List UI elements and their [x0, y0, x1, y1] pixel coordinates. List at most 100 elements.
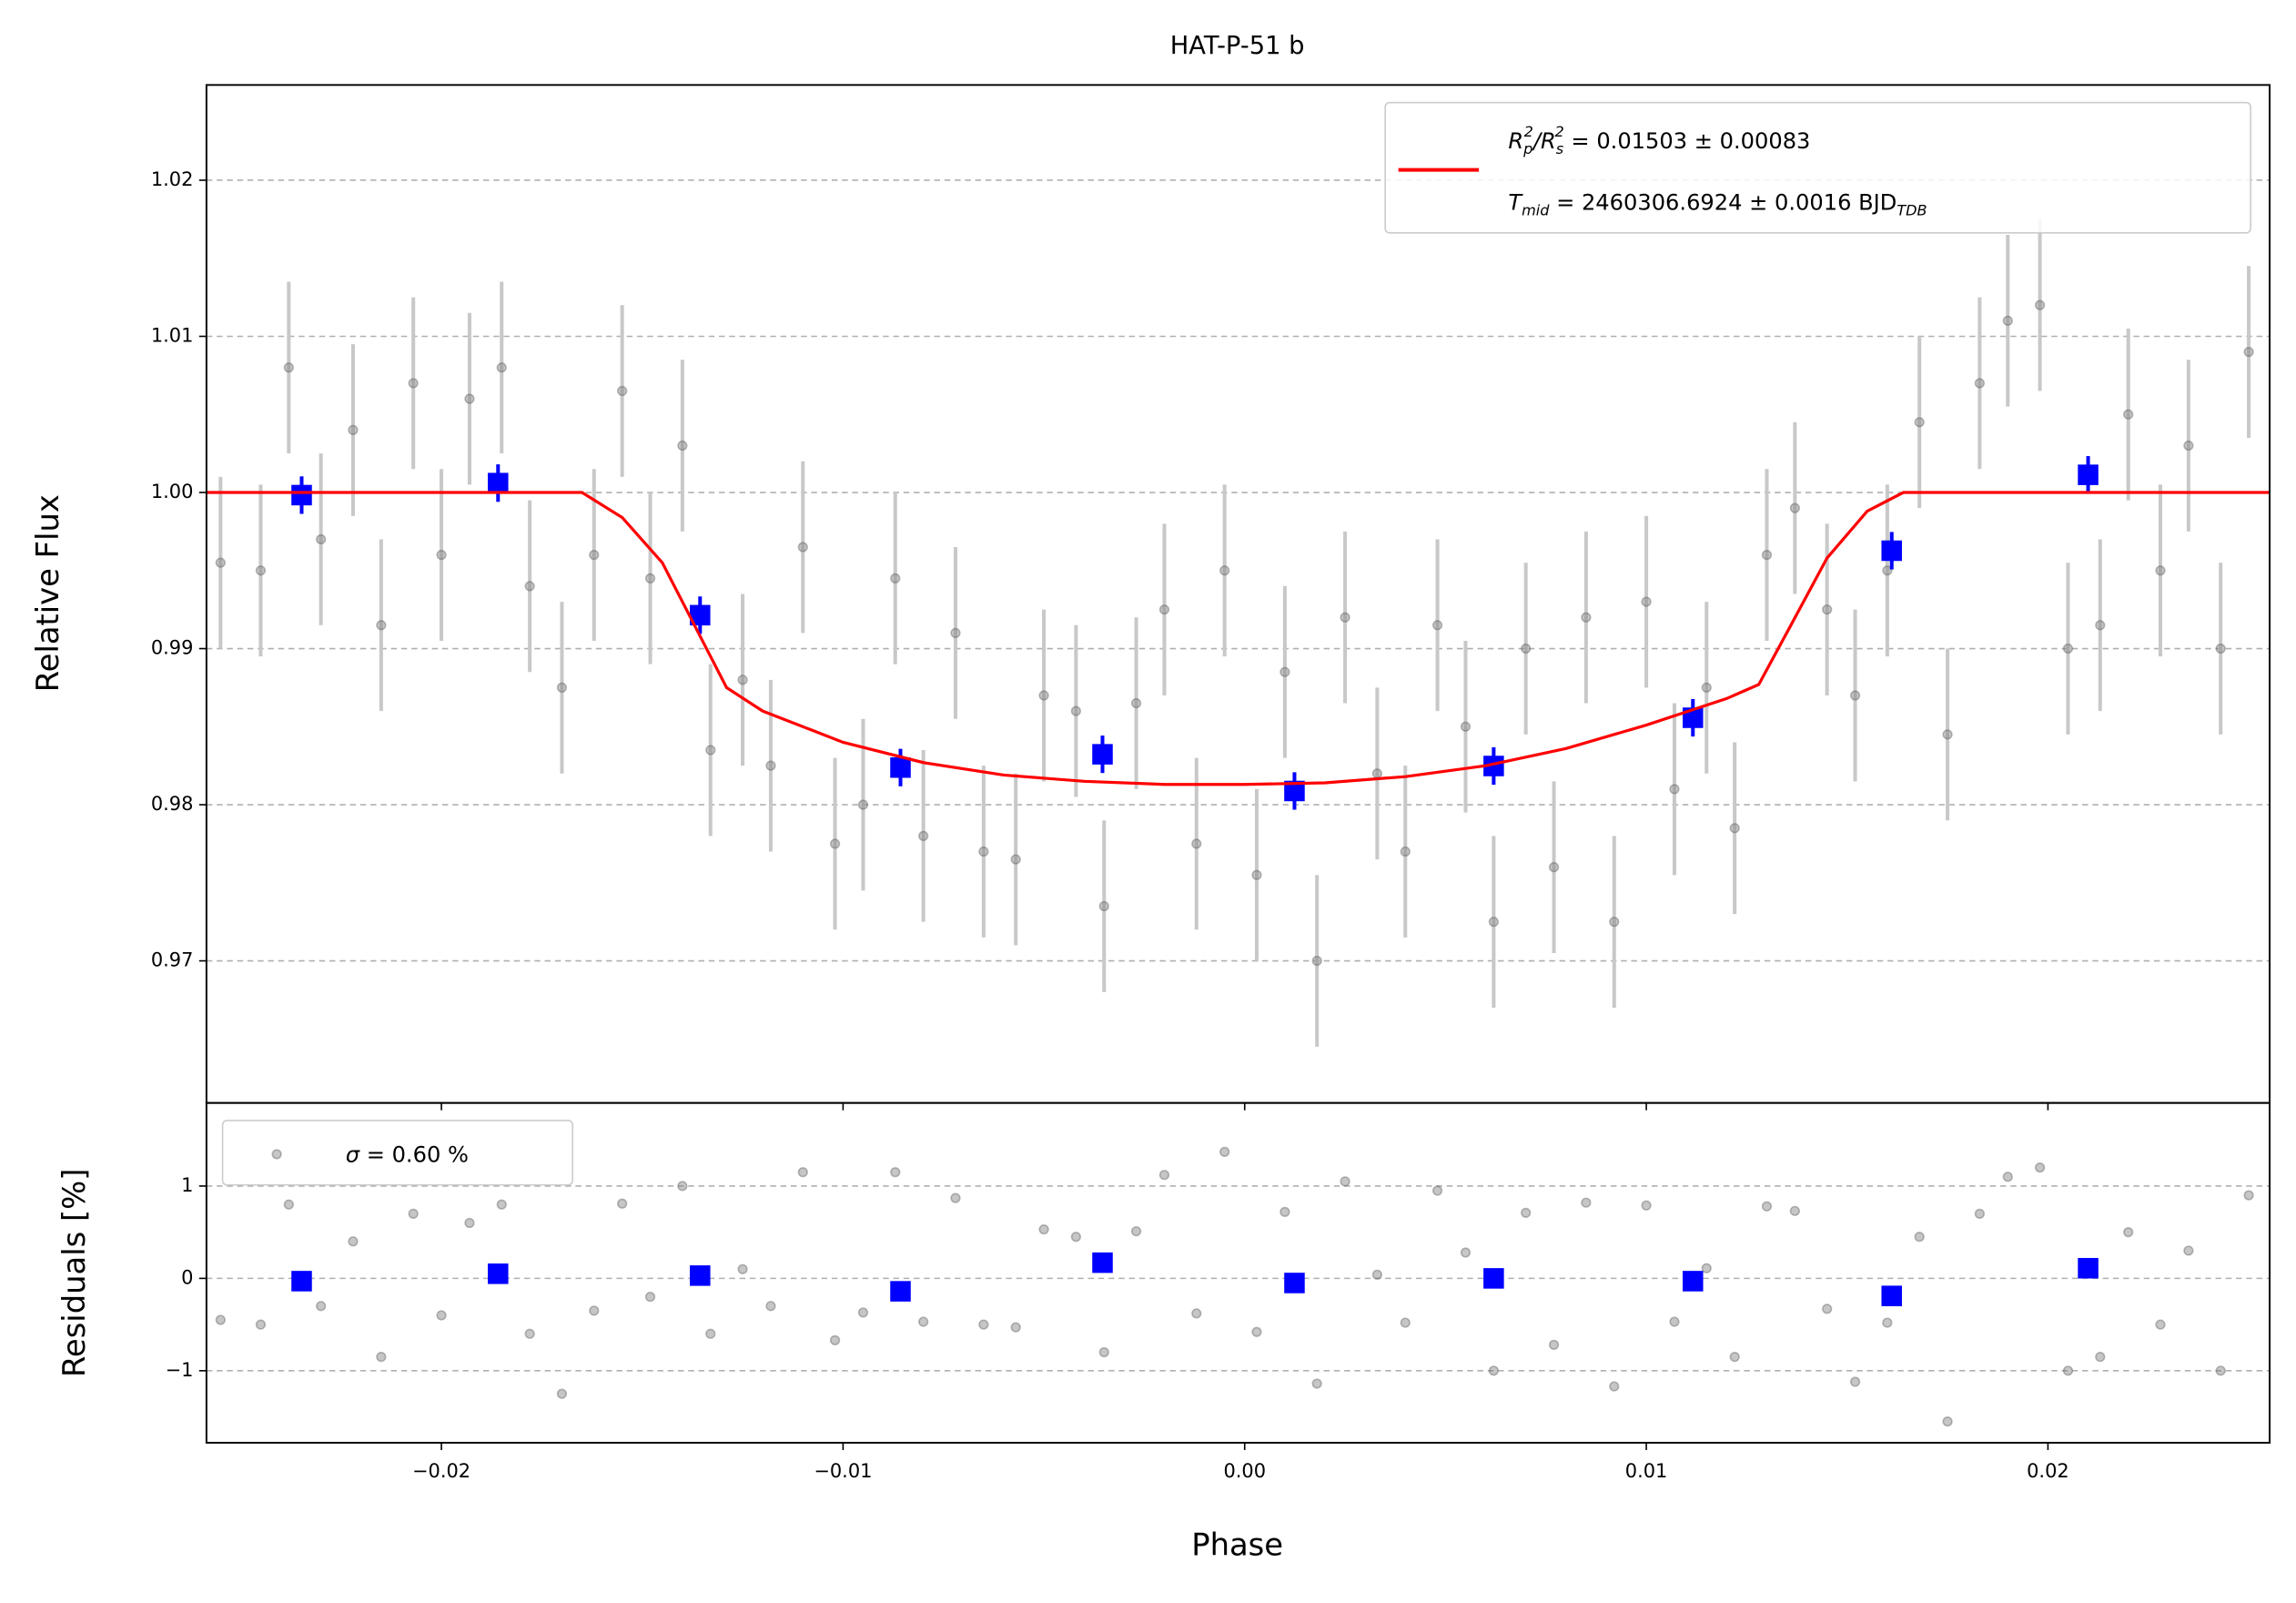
data-point	[2062, 1365, 2074, 1376]
chart-title: HAT-P-51 b	[1170, 32, 1305, 60]
y-tick-label: 0.99	[151, 637, 194, 659]
legend-text: = 0.60 %	[359, 1142, 469, 1168]
data-point	[1669, 784, 1680, 795]
legend-superscript: 2	[1555, 122, 1564, 139]
data-point	[1251, 1326, 1262, 1337]
data-point	[1701, 682, 1712, 694]
binned-point	[2078, 1257, 2099, 1279]
x-tick-label: 0.01	[1625, 1460, 1668, 1482]
data-point	[677, 1181, 688, 1192]
data-point	[2183, 1245, 2194, 1256]
data-point	[1311, 955, 1322, 967]
data-point	[1070, 705, 1082, 716]
data-point	[737, 1263, 748, 1274]
binned-point	[1683, 1271, 1704, 1292]
binned-point	[291, 1271, 312, 1292]
data-point	[978, 846, 989, 857]
legend-subscript: p	[1522, 140, 1532, 157]
data-point	[1340, 612, 1350, 623]
data-point	[617, 1198, 628, 1209]
data-point	[556, 682, 568, 694]
data-point	[1400, 1317, 1411, 1328]
y-axis-label: Relative Flux	[30, 494, 66, 692]
data-point	[1942, 1415, 1953, 1427]
data-point	[2095, 1351, 2106, 1363]
data-point	[2002, 1172, 2013, 1182]
data-point	[1609, 917, 1620, 928]
data-point	[978, 1319, 989, 1330]
data-point	[1669, 1316, 1680, 1327]
data-point	[1460, 721, 1472, 732]
data-point	[1581, 1197, 1592, 1208]
data-point	[1761, 1201, 1773, 1212]
plot-area	[206, 218, 2271, 1047]
data-point	[464, 393, 475, 404]
legend-text: = 2460306.6924 ± 0.0016 BJD	[1549, 190, 1896, 216]
data-point	[644, 573, 656, 583]
data-point	[2243, 1190, 2254, 1201]
data-point	[1729, 1351, 1740, 1363]
data-point	[1581, 612, 1592, 623]
legend-text: = 0.01503 ± 0.00083	[1564, 128, 1811, 154]
binned-point	[1284, 780, 1305, 802]
data-point	[348, 1236, 359, 1247]
binned-point	[690, 1265, 711, 1286]
legend-text: T	[1508, 190, 1523, 216]
data-point	[408, 1208, 419, 1220]
data-point	[765, 760, 776, 771]
data-point	[1098, 1346, 1109, 1358]
data-point	[1070, 1232, 1082, 1243]
data-point	[890, 1167, 901, 1178]
binned-point	[890, 1281, 911, 1302]
data-point	[1942, 729, 1953, 740]
data-point	[1010, 854, 1021, 865]
data-point	[918, 1316, 929, 1327]
legend-swatch	[271, 1149, 282, 1160]
data-point	[705, 745, 716, 756]
data-point	[556, 1388, 568, 1399]
data-point	[2183, 440, 2194, 451]
data-point	[524, 581, 535, 592]
legend-label: Rp2​/Rs2​ = 0.01503 ± 0.00083	[1508, 122, 1810, 157]
data-point	[1038, 690, 1049, 701]
data-point	[348, 424, 359, 436]
data-point	[316, 1301, 327, 1312]
binned-point	[890, 756, 911, 778]
data-point	[2215, 1365, 2226, 1376]
data-point	[2155, 565, 2166, 576]
data-point	[1882, 1317, 1893, 1328]
data-point	[829, 838, 841, 849]
data-point	[829, 1334, 841, 1345]
data-point	[2034, 1162, 2046, 1173]
binned-point	[1284, 1273, 1305, 1294]
x-tick-label: −0.01	[814, 1460, 872, 1482]
data-point	[1158, 604, 1170, 615]
legend-text: σ	[346, 1142, 360, 1168]
y-axis-label: Residuals [%]	[56, 1169, 92, 1377]
data-point	[1729, 823, 1740, 834]
data-point	[1431, 1185, 1443, 1196]
data-point	[1191, 838, 1202, 849]
data-point	[255, 1319, 267, 1330]
data-point	[950, 1192, 961, 1203]
data-point	[1521, 1207, 1532, 1218]
y-tick-label: 1	[181, 1174, 193, 1196]
data-point	[950, 627, 961, 639]
data-point	[797, 1167, 808, 1178]
data-point	[283, 1199, 294, 1210]
y-tick-label: 1.00	[151, 481, 194, 502]
legend-label: Tmid​ = 2460306.6924 ± 0.0016 BJDTDB​	[1508, 190, 1927, 219]
legend-subscript: s	[1556, 140, 1564, 157]
data-point	[1191, 1308, 1202, 1319]
binned-point	[1483, 1268, 1504, 1289]
data-point	[1488, 1365, 1500, 1376]
x-tick-label: −0.02	[412, 1460, 470, 1482]
data-point	[857, 1307, 869, 1318]
data-point	[1974, 378, 1986, 389]
data-point	[857, 799, 869, 810]
binned-point	[1483, 756, 1504, 776]
data-point	[496, 1199, 507, 1210]
data-point	[464, 1217, 475, 1229]
data-point	[1279, 1206, 1290, 1217]
